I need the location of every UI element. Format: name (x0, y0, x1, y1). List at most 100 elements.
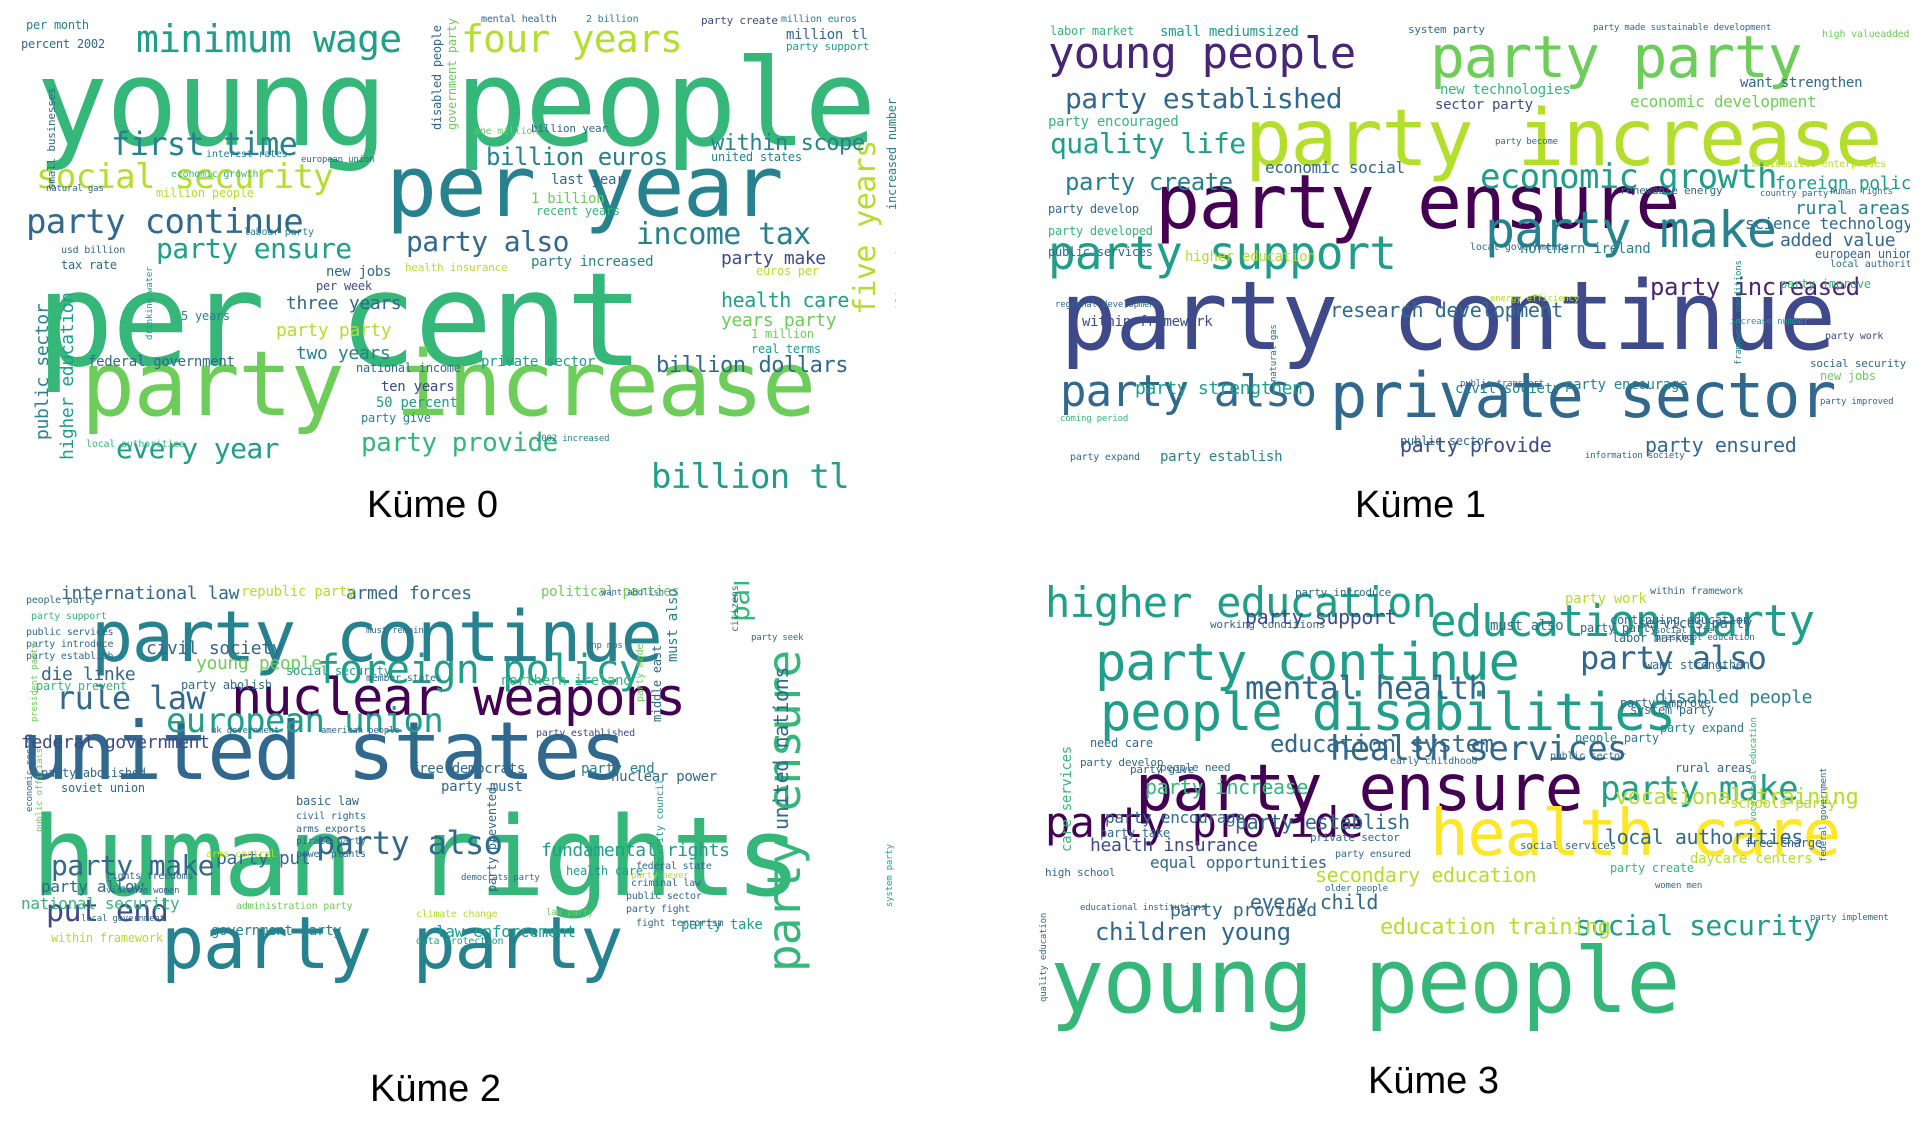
cloud-word: political parties (541, 584, 680, 600)
cloud-word: party encourage (1105, 808, 1245, 827)
cloud-word: party ensure (1155, 158, 1680, 246)
cloud-word: party implement (1810, 913, 1889, 923)
cloud-word: party strengthen (1135, 378, 1303, 399)
cloud-word: continuing education (1610, 613, 1750, 627)
cloud-word: people party (26, 595, 96, 606)
cloud-word: party establish (26, 651, 114, 662)
cloud-word: party create (1065, 168, 1233, 196)
cloud-word: party party (161, 901, 623, 985)
cloud-word: federal government (1819, 767, 1829, 862)
word-cloud-0: young people per cent party increase per ye… (16, 10, 896, 490)
cloud-word: billion year (531, 122, 608, 135)
cloud-word: party party (1580, 621, 1657, 635)
cloud-word: party increased (531, 254, 654, 270)
cloud-word: million people (156, 186, 254, 200)
cloud-word: last year (551, 172, 625, 188)
cloud-word: within framework (51, 931, 163, 945)
cloud-word: party work (1825, 331, 1884, 342)
cloud-word: vocational education (1749, 717, 1759, 822)
cloud-word: private sector (481, 354, 596, 370)
cloud-word: fundamental rights (541, 840, 730, 861)
cloud-word: every child (1250, 890, 1379, 914)
cloud-word: real terms (751, 342, 821, 356)
cloud-word: 5 years (181, 309, 230, 323)
cloud-word: labour party (244, 227, 314, 238)
cloud-word: party also (1060, 366, 1317, 417)
cloud-word: public transport (1460, 379, 1544, 389)
cloud-word: science technology (1745, 214, 1910, 233)
cluster-caption-1: Küme 1 (1355, 484, 1486, 526)
cloud-word: law party (546, 908, 594, 918)
cloud-word: fight terrorism (636, 918, 724, 929)
cloud-word: economic growth (1480, 157, 1778, 197)
cloud-word: party make (51, 849, 215, 882)
cloud-word: rural areas (1675, 761, 1752, 775)
cloud-word: working conditions (1210, 618, 1326, 631)
cloud-word: public services (26, 627, 114, 638)
cloud-word: administration party (236, 901, 353, 912)
cloud-word: party expand (1660, 721, 1744, 735)
cloud-word: high valueadded (1822, 29, 1910, 40)
cloud-word: party support (1048, 226, 1397, 280)
word-cloud-3: young people party ensure health care party… (1030, 582, 1910, 1062)
cloud-word: party introduce (1295, 586, 1392, 599)
cloud-word: want abolish (601, 588, 664, 598)
cloud-word: system party (1630, 703, 1714, 717)
cloud-word: party become (1495, 137, 1558, 147)
cloud-word: mental health (1245, 669, 1488, 707)
cloud-word: middle east (650, 645, 664, 722)
cloud-word: united nations (769, 667, 793, 830)
cloud-word: public services (1048, 245, 1153, 259)
cloud-word: federal government (88, 354, 235, 370)
cloud-word: young people (1048, 28, 1356, 79)
cluster-caption-0: Küme 0 (367, 484, 498, 526)
cloud-word: five years (848, 140, 883, 315)
cloud-word: new jobs (326, 264, 392, 280)
cloud-word: private sector (1310, 831, 1400, 844)
cloud-word: law enforcement (436, 922, 576, 941)
cloud-word: party increase (81, 332, 816, 437)
cloud-word: rights freedoms (106, 871, 194, 882)
cloud-word: data protection (416, 936, 504, 947)
cloud-word: health insurance (405, 261, 508, 274)
cloud-word: american people (321, 726, 400, 736)
cloud-word: party ensure (1135, 752, 1583, 826)
cloud-word: party continue (91, 596, 663, 678)
cloud-word: renewable energy (1620, 184, 1723, 197)
cloud-word: party expand (1070, 452, 1140, 463)
cloud-word: education training (1380, 915, 1611, 940)
cloud-word: higher education (57, 292, 78, 460)
cloud-word: party provided (1170, 900, 1317, 921)
cloud-word: federal government (21, 732, 210, 753)
cloud-word: party make (1485, 201, 1777, 259)
word-cloud-2: human rights united states party continue p… (16, 582, 896, 1062)
cloud-word: 50 percent (376, 395, 458, 411)
cloud-word: drinking water (145, 266, 155, 340)
cloud-word: party introduce (26, 639, 114, 650)
cloud-word: care services (1059, 746, 1075, 852)
cloud-word: party continue (26, 202, 304, 242)
cloud-word: economic social (25, 733, 35, 812)
cloud-word: party fight (626, 904, 691, 915)
cloud-word: natural gas (46, 184, 104, 194)
cloud-word: national income (356, 361, 461, 375)
cloud-word: party encourage (1565, 377, 1688, 393)
cloud-word: party also (1580, 639, 1767, 677)
cloud-word: sector party (1435, 97, 1533, 113)
cloud-word: party established (536, 728, 635, 739)
cloud-word: social security (36, 157, 334, 197)
cloud-word: party party (276, 320, 392, 341)
cloud-word: early childhood (1390, 756, 1478, 767)
cloud-word: party must (441, 779, 523, 795)
cloud-word: country party (1760, 189, 1829, 199)
cloud-word: per cent (36, 244, 644, 396)
cloud-word: free democrats (411, 761, 526, 777)
cloud-word: party increase (1145, 775, 1308, 799)
cloud-word: tax rate (61, 258, 117, 272)
cloud-word: party support (31, 611, 107, 622)
cloud-word: local authorities (1605, 825, 1803, 849)
cloud-word: economic development (1630, 92, 1817, 111)
cloud-word: party give (361, 411, 431, 425)
cloud-word: party support (1245, 605, 1397, 629)
cloud-word: system party (885, 844, 895, 907)
